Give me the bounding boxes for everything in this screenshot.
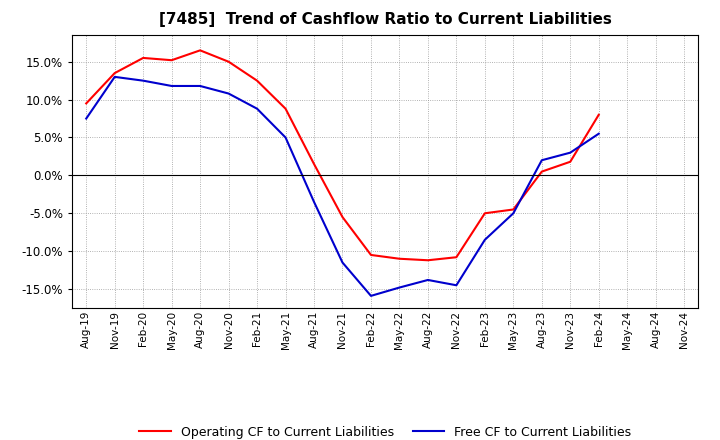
Free CF to Current Liabilities [366,293,375,298]
Title: [7485]  Trend of Cashflow Ratio to Current Liabilities: [7485] Trend of Cashflow Ratio to Curren… [159,12,611,27]
Operating CF to Current Liabilities [537,169,546,174]
Free CF to Current Liabilities [423,277,432,282]
Operating CF to Current Liabilities [82,101,91,106]
Free CF to Current Liabilities [452,282,461,288]
Free CF to Current Liabilities [253,106,261,111]
Free CF to Current Liabilities [509,211,518,216]
Operating CF to Current Liabilities [310,161,318,167]
Operating CF to Current Liabilities [110,70,119,76]
Operating CF to Current Liabilities [395,256,404,261]
Operating CF to Current Liabilities [480,211,489,216]
Operating CF to Current Liabilities [423,258,432,263]
Free CF to Current Liabilities [225,91,233,96]
Free CF to Current Liabilities [110,74,119,80]
Operating CF to Current Liabilities [282,106,290,111]
Operating CF to Current Liabilities [225,59,233,64]
Legend: Operating CF to Current Liabilities, Free CF to Current Liabilities: Operating CF to Current Liabilities, Fre… [135,421,636,440]
Operating CF to Current Liabilities [566,159,575,165]
Operating CF to Current Liabilities [452,255,461,260]
Free CF to Current Liabilities [196,83,204,88]
Free CF to Current Liabilities [167,83,176,88]
Free CF to Current Liabilities [338,260,347,265]
Operating CF to Current Liabilities [167,58,176,63]
Free CF to Current Liabilities [310,199,318,205]
Operating CF to Current Liabilities [139,55,148,61]
Free CF to Current Liabilities [82,116,91,121]
Free CF to Current Liabilities [282,135,290,140]
Line: Free CF to Current Liabilities: Free CF to Current Liabilities [86,77,599,296]
Operating CF to Current Liabilities [366,252,375,257]
Free CF to Current Liabilities [595,131,603,136]
Operating CF to Current Liabilities [338,214,347,220]
Free CF to Current Liabilities [395,285,404,290]
Operating CF to Current Liabilities [196,48,204,53]
Free CF to Current Liabilities [566,150,575,155]
Free CF to Current Liabilities [139,78,148,83]
Free CF to Current Liabilities [480,237,489,242]
Free CF to Current Liabilities [537,158,546,163]
Operating CF to Current Liabilities [509,207,518,212]
Line: Operating CF to Current Liabilities: Operating CF to Current Liabilities [86,50,599,260]
Operating CF to Current Liabilities [595,112,603,117]
Operating CF to Current Liabilities [253,78,261,83]
